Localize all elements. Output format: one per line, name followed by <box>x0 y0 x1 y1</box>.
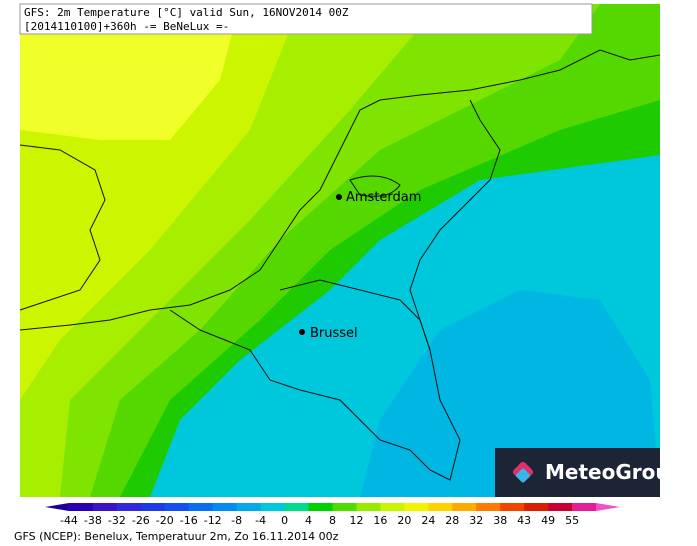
colorbar-label: 49 <box>541 514 555 527</box>
colorbar-segment <box>140 503 166 511</box>
header-box <box>19 3 593 35</box>
band <box>20 4 240 140</box>
colorbar-segment <box>68 503 94 511</box>
city-label: Brussel <box>310 326 358 341</box>
colorbar-label: -26 <box>132 514 150 527</box>
colorbar-label: -38 <box>84 514 102 527</box>
colorbar-segment <box>404 503 429 511</box>
colorbar-segment <box>500 503 525 511</box>
colorbar-label: 8 <box>329 514 336 527</box>
colorbar-segment <box>212 503 238 511</box>
colorbar-label: -20 <box>156 514 174 527</box>
colorbar-label: -4 <box>255 514 266 527</box>
colorbar: -44 -38 -32 -26 -20 -16 -12 -8 -4 0 4 8 12 16 20 24 28 32… <box>45 503 620 527</box>
header-line: [2014110100]+360h -= BeNeLux =- <box>24 20 229 33</box>
colorbar-segment <box>45 503 69 511</box>
colorbar-segment <box>308 503 333 511</box>
colorbar-label: 24 <box>421 514 435 527</box>
header-line: GFS: 2m Temperature [°C] valid Sun, 16NO… <box>24 6 349 19</box>
colorbar-segment <box>452 503 477 511</box>
colorbar-label: 4 <box>305 514 312 527</box>
colorbar-segment <box>476 503 501 511</box>
colorbar-segment <box>332 503 357 511</box>
colorbar-segment <box>116 503 142 511</box>
colorbar-label: 32 <box>469 514 483 527</box>
border <box>279 279 431 351</box>
colorbar-segment <box>236 503 262 511</box>
colorbar-segment <box>92 503 118 511</box>
colorbar-segment <box>380 503 405 511</box>
coastline <box>19 49 661 331</box>
colorbar-segment <box>548 503 573 511</box>
colorbar-label: -16 <box>180 514 198 527</box>
colorbar-segment <box>572 503 597 511</box>
city-dot <box>336 194 342 200</box>
colorbar-label: -44 <box>60 514 78 527</box>
colorbar-label: 16 <box>373 514 387 527</box>
logo-text: MeteoGroup <box>545 460 684 484</box>
colorbar-segment <box>188 503 214 511</box>
colorbar-segment <box>428 503 453 511</box>
colorbar-label: 43 <box>517 514 531 527</box>
colorbar-label: 0 <box>281 514 288 527</box>
colorbar-segment <box>284 503 310 511</box>
colorbar-label: -8 <box>231 514 242 527</box>
band <box>360 290 660 497</box>
footer: GFS (NCEP): Benelux, Temperatuur 2m, Zo … <box>14 530 339 543</box>
colorbar-segment <box>260 503 286 511</box>
colorbar-label: 12 <box>349 514 363 527</box>
colorbar-label: 55 <box>565 514 579 527</box>
colorbar-segment <box>164 503 190 511</box>
colorbar-segment <box>596 503 620 511</box>
coastline <box>19 144 106 311</box>
logo-icon <box>512 461 534 483</box>
colorbar-label: 20 <box>397 514 411 527</box>
colorbar-label: 28 <box>445 514 459 527</box>
colorbar-segment <box>524 503 549 511</box>
colorbar-label: 38 <box>493 514 507 527</box>
border <box>169 99 501 481</box>
city-dot <box>299 329 305 335</box>
colorbar-label: -12 <box>204 514 222 527</box>
city-label: Amsterdam <box>346 190 421 205</box>
colorbar-segment <box>356 503 381 511</box>
colorbar-label: -32 <box>108 514 126 527</box>
map: Amsterdam Brussel <box>19 4 661 497</box>
coastline <box>349 175 401 197</box>
